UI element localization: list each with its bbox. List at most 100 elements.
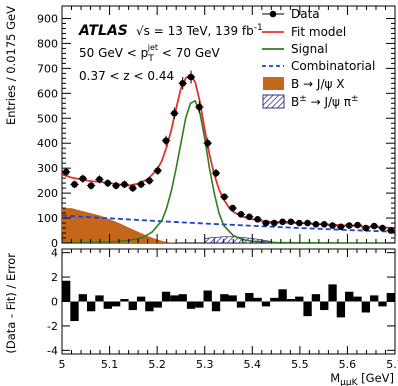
ratio-y-tick-label: -4 (47, 344, 58, 357)
residual-bar (128, 301, 137, 311)
data-point (246, 213, 253, 221)
x-tick-label: 5.3 (196, 358, 214, 371)
data-point (345, 222, 353, 229)
legend-label-data: Data (291, 7, 320, 21)
data-point (320, 220, 328, 228)
experiment-label: ATLAS (78, 23, 128, 39)
y-tick-label: 300 (37, 162, 58, 175)
residual-bar (120, 299, 129, 302)
data-point (187, 73, 195, 81)
z-range-label: 0.37 < z < 0.44 (79, 69, 174, 83)
data-point (270, 219, 278, 227)
residual-bar (111, 301, 121, 307)
legend-label-signal: Signal (291, 42, 328, 56)
b-to-jpsi-x-area (62, 208, 177, 243)
info-block: ATLAS √s = 13 TeV, 139 fb-1 50 GeV < pTj… (78, 23, 263, 83)
energy-label: √s = 13 TeV, 139 fb-1 (136, 23, 263, 38)
residual-bar (62, 280, 71, 302)
residual-bar (361, 301, 371, 313)
data-point (304, 219, 311, 227)
main-x-ticks (61, 6, 396, 243)
data-point (129, 184, 137, 192)
y-tick-label: 900 (37, 12, 58, 25)
y-tick-label: 600 (37, 87, 58, 100)
residual-bar (228, 295, 237, 302)
residual-bar (286, 299, 296, 302)
data-point (137, 181, 145, 188)
data-point (295, 219, 303, 227)
y-tick-label: 200 (37, 187, 58, 200)
residual-bar (86, 301, 96, 312)
data-point (154, 167, 162, 174)
x-tick-label: 5.4 (244, 358, 262, 371)
ratio-y-tick-label: 2 (51, 271, 58, 284)
data-point (329, 222, 336, 229)
data-point (71, 181, 78, 188)
residual-bar (186, 301, 196, 309)
residual-bar (153, 301, 162, 308)
y-tick-label: 100 (37, 212, 58, 225)
ratio-y-tick-label: 0 (51, 296, 58, 309)
residual-bar (386, 292, 395, 302)
data-point (229, 204, 236, 212)
data-point (179, 80, 187, 87)
data-point (237, 211, 245, 218)
data-point (112, 182, 120, 189)
residual-bar (170, 295, 179, 302)
y-tick-label: 800 (37, 37, 58, 50)
main-panel: 0 100 200 300 400 500 600 700 800 900 Entries / 0… (4, 5, 396, 250)
legend-entry-combinatorial: Combinatorial (262, 59, 375, 73)
x-tick-label: 5.5 (291, 358, 309, 371)
ratio-y-axis-title: (Data - Fit) / Error (4, 253, 18, 354)
x-tick-label: 5.6 (339, 358, 357, 371)
data-point (121, 181, 128, 188)
residual-bar (320, 301, 329, 311)
x-tick-label: 5.7 (386, 358, 398, 371)
data-point (337, 223, 345, 231)
legend-entry-data: Data (262, 7, 320, 21)
x-tick-label: 5.2 (148, 358, 166, 371)
legend-entry-b-to-jpsi-x: B → J/ψ X (263, 77, 344, 91)
data-point (354, 221, 361, 229)
main-y-axis-title: Entries / 0.0175 GeV (4, 6, 18, 125)
legend-label-b-to-jpsi-x: B → J/ψ X (291, 77, 344, 91)
residual-bar (311, 294, 321, 302)
ratio-y-tick-label: 4 (51, 247, 58, 260)
legend-label-fit-model: Fit model (291, 25, 346, 39)
residual-bar (253, 297, 262, 302)
residual-bar (345, 291, 354, 302)
data-point (212, 169, 220, 177)
data-point (254, 216, 261, 223)
y-tick-label: 500 (37, 112, 58, 125)
ratio-bars (62, 280, 395, 322)
main-y-ticks: 0 100 200 300 400 500 600 700 800 900 (37, 12, 395, 250)
residual-bar (336, 301, 346, 318)
legend: Data Fit model Signal Combinatorial B → … (262, 7, 375, 109)
residual-bar (245, 292, 254, 302)
legend-entry-signal: Signal (262, 42, 328, 56)
ratio-y-ticks: -4 -2 0 2 4 (47, 247, 395, 357)
residual-bar (136, 296, 146, 302)
legend-entry-b-to-jpsi-pi: B± → J/ψ π± (262, 94, 359, 109)
residual-bar (220, 294, 229, 302)
residual-bar (195, 301, 204, 308)
data-point (96, 176, 103, 183)
residual-bar (178, 294, 187, 302)
residual-bar (328, 284, 337, 302)
data-point (312, 220, 320, 228)
data-point (370, 222, 378, 230)
ratio-y-tick-label: -2 (47, 320, 58, 333)
residual-bar (145, 301, 154, 312)
ratio-panel: -4 -2 0 2 4 5 5.1 5.2 5.3 5.4 5.5 5.6 5.7 (Data - F… (4, 247, 398, 386)
data-point (79, 175, 87, 182)
y-tick-label: 700 (37, 62, 58, 75)
y-tick-label: 0 (51, 237, 58, 250)
residual-bar (236, 301, 246, 308)
x-tick-label: 5 (59, 358, 66, 371)
data-point (279, 218, 286, 226)
residual-bar (370, 295, 379, 302)
legend-entry-fit-model: Fit model (262, 25, 346, 39)
ratio-x-ticks: 5 5.1 5.2 5.3 5.4 5.5 5.6 5.7 (59, 249, 398, 371)
residual-bar (161, 291, 171, 302)
pt-range-label: 50 GeV < pTjet < 70 GeV (79, 43, 221, 64)
